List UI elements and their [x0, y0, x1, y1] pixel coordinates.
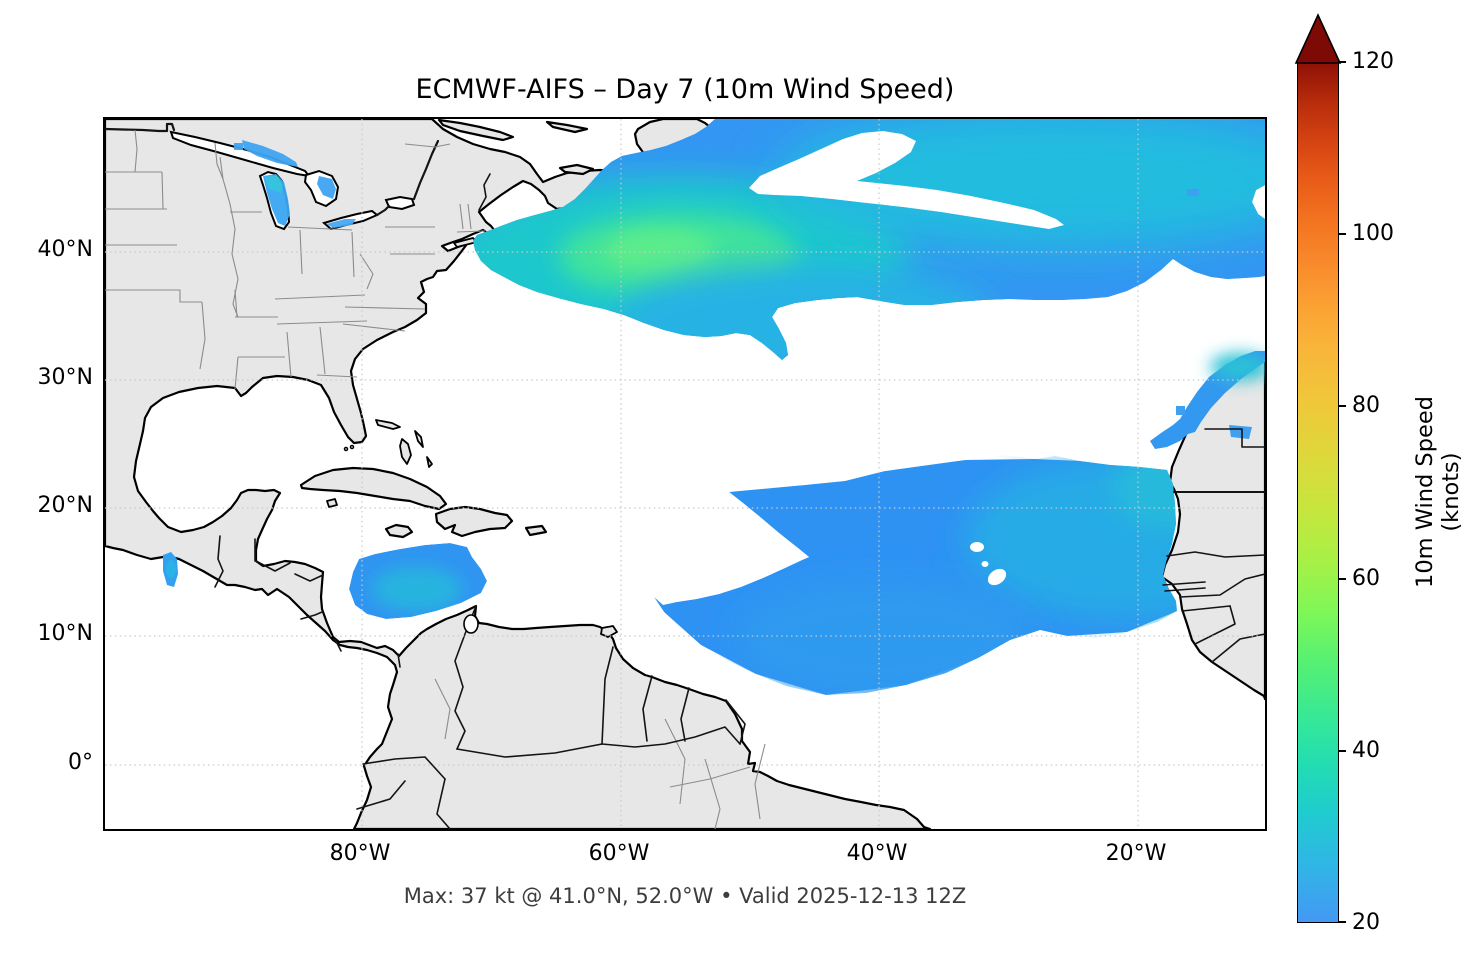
- trinidad: [600, 625, 618, 638]
- wind-swath-tehuantepec: [163, 552, 178, 587]
- map-canvas: [105, 119, 1265, 829]
- cape-verde-hole: [970, 542, 984, 552]
- x-tick-40W: 40°W: [846, 841, 908, 866]
- state-borders: [105, 129, 766, 829]
- colorbar-extend-arrow: [1294, 13, 1342, 64]
- bahamas-islands: [375, 419, 433, 468]
- cb-label-80: 80: [1352, 393, 1380, 418]
- map-axes: [103, 117, 1267, 831]
- cb-tick-20: [1338, 921, 1346, 923]
- colorbar-axis-label: 10m Wind Speed (knots): [1412, 396, 1464, 588]
- cuba: [299, 466, 448, 511]
- anticosti-island: [545, 120, 589, 134]
- colorbar-gradient: [1297, 62, 1339, 923]
- gaspe-peninsula: [437, 119, 515, 142]
- cb-tick-40: [1338, 750, 1346, 752]
- cb-label-40: 40: [1352, 738, 1380, 763]
- prince-edward-island: [558, 163, 595, 176]
- y-tick-40N: 40°N: [37, 237, 93, 262]
- y-tick-30N: 30°N: [37, 365, 93, 390]
- calm-hole: [749, 131, 1064, 229]
- cb-label-20: 20: [1352, 910, 1380, 935]
- lake-wind-patches: [234, 140, 356, 228]
- hispaniola: [434, 505, 514, 538]
- x-tick-60W: 60°W: [588, 841, 650, 866]
- florida-keys: [343, 444, 355, 452]
- isle-of-youth: [326, 498, 338, 508]
- y-tick-0: 0°: [68, 750, 93, 775]
- cape-verde-hole: [987, 568, 1007, 586]
- wind-swath-caribbean: [349, 543, 487, 619]
- puerto-rico: [524, 524, 548, 537]
- cb-label-100: 100: [1352, 221, 1394, 246]
- country-borders: [214, 428, 1265, 829]
- y-tick-20N: 20°N: [37, 493, 93, 518]
- cb-tick-120: [1338, 61, 1346, 63]
- us-canada-border: [105, 122, 491, 217]
- lake-ontario: [384, 195, 416, 211]
- page-title: ECMWF-AIFS – Day 7 (10m Wind Speed): [415, 74, 955, 105]
- jamaica: [384, 523, 414, 539]
- lake-maracaibo: [463, 614, 479, 634]
- graticule: [105, 119, 1265, 829]
- cb-label-60: 60: [1352, 566, 1380, 591]
- cb-tick-60: [1338, 578, 1346, 580]
- y-tick-10N: 10°N: [37, 621, 93, 646]
- americas-mainland: [105, 119, 932, 829]
- cb-tick-80: [1338, 405, 1346, 407]
- x-tick-20W: 20°W: [1105, 841, 1167, 866]
- wind-swath-north-atlantic: [473, 119, 1265, 360]
- cb-tick-100: [1338, 233, 1346, 235]
- x-tick-80W: 80°W: [329, 841, 391, 866]
- great-lakes: [169, 130, 416, 231]
- max-valid-caption: Max: 37 kt @ 41.0°N, 52.0°W • Valid 2025…: [403, 884, 967, 908]
- cb-label-120: 120: [1352, 49, 1394, 74]
